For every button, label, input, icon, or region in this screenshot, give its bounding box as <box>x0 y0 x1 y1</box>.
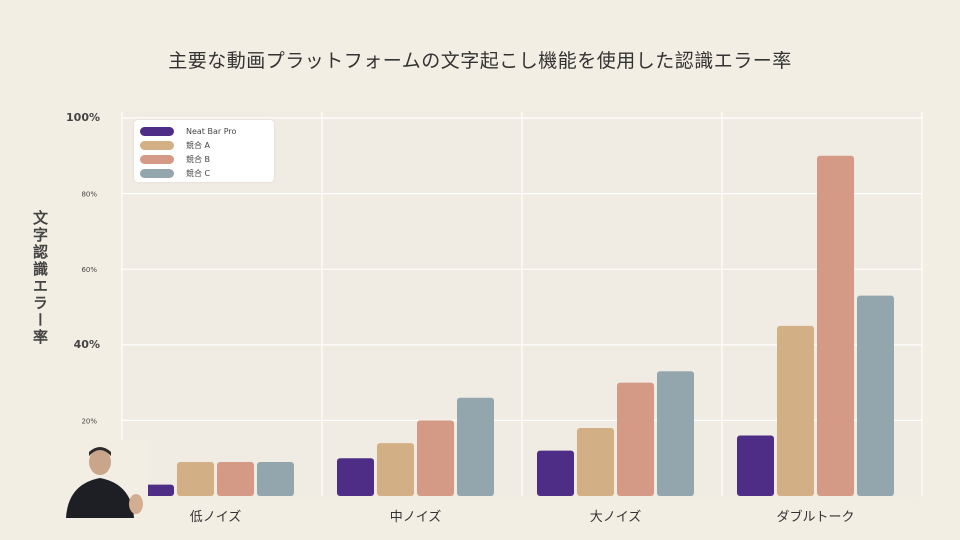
x-tick-label: 大ノイズ <box>590 509 642 525</box>
x-tick-label: ダブルトーク <box>776 509 854 525</box>
x-tick-label: 中ノイズ <box>390 509 442 525</box>
legend-label: 競合 B <box>186 154 211 164</box>
y-tick-label: 100% <box>66 111 100 124</box>
chart-title: 主要な動画プラットフォームの文字起こし機能を使用した認識エラー率 <box>168 50 792 72</box>
y-tick-label: 60% <box>81 266 97 274</box>
legend-label: 競合 A <box>186 140 211 150</box>
y-axis-label: 文字認識エラー率 <box>31 210 49 346</box>
bar-3-4 <box>817 155 854 497</box>
bar-4-3 <box>657 371 694 496</box>
bar-3-3 <box>617 382 654 496</box>
bar-4-4 <box>857 295 894 496</box>
legend-item: 競合 A <box>140 139 210 151</box>
legend: Neat Bar Pro 競合 A 競合 B 競合 C <box>134 120 274 182</box>
presenter-webcam <box>60 440 148 518</box>
y-tick-label: 80% <box>81 191 97 199</box>
bar-1-3 <box>537 450 574 496</box>
legend-swatch <box>140 168 174 178</box>
x-tick-label: 低ノイズ <box>190 509 242 525</box>
bar-4-2 <box>457 397 494 496</box>
legend-item: 競合 B <box>140 153 210 165</box>
legend-swatch <box>140 126 174 136</box>
bar-3-1 <box>217 461 254 496</box>
bar-2-4 <box>777 325 814 496</box>
bar-1-2 <box>337 458 374 496</box>
legend-swatch <box>140 140 174 150</box>
legend-label: 競合 C <box>186 168 211 178</box>
legend-item: 競合 C <box>140 167 210 179</box>
legend-label: Neat Bar Pro <box>186 126 237 136</box>
bar-3-2 <box>417 420 454 496</box>
bar-2-2 <box>377 443 414 496</box>
legend-swatch <box>140 154 174 164</box>
bar-2-3 <box>577 427 614 496</box>
legend-item: Neat Bar Pro <box>140 125 236 137</box>
y-tick-label: 40% <box>74 338 100 351</box>
bar-1-4 <box>737 435 774 496</box>
y-tick-label: 20% <box>81 417 97 425</box>
bar-4-1 <box>257 461 294 496</box>
bar-2-1 <box>177 461 214 496</box>
